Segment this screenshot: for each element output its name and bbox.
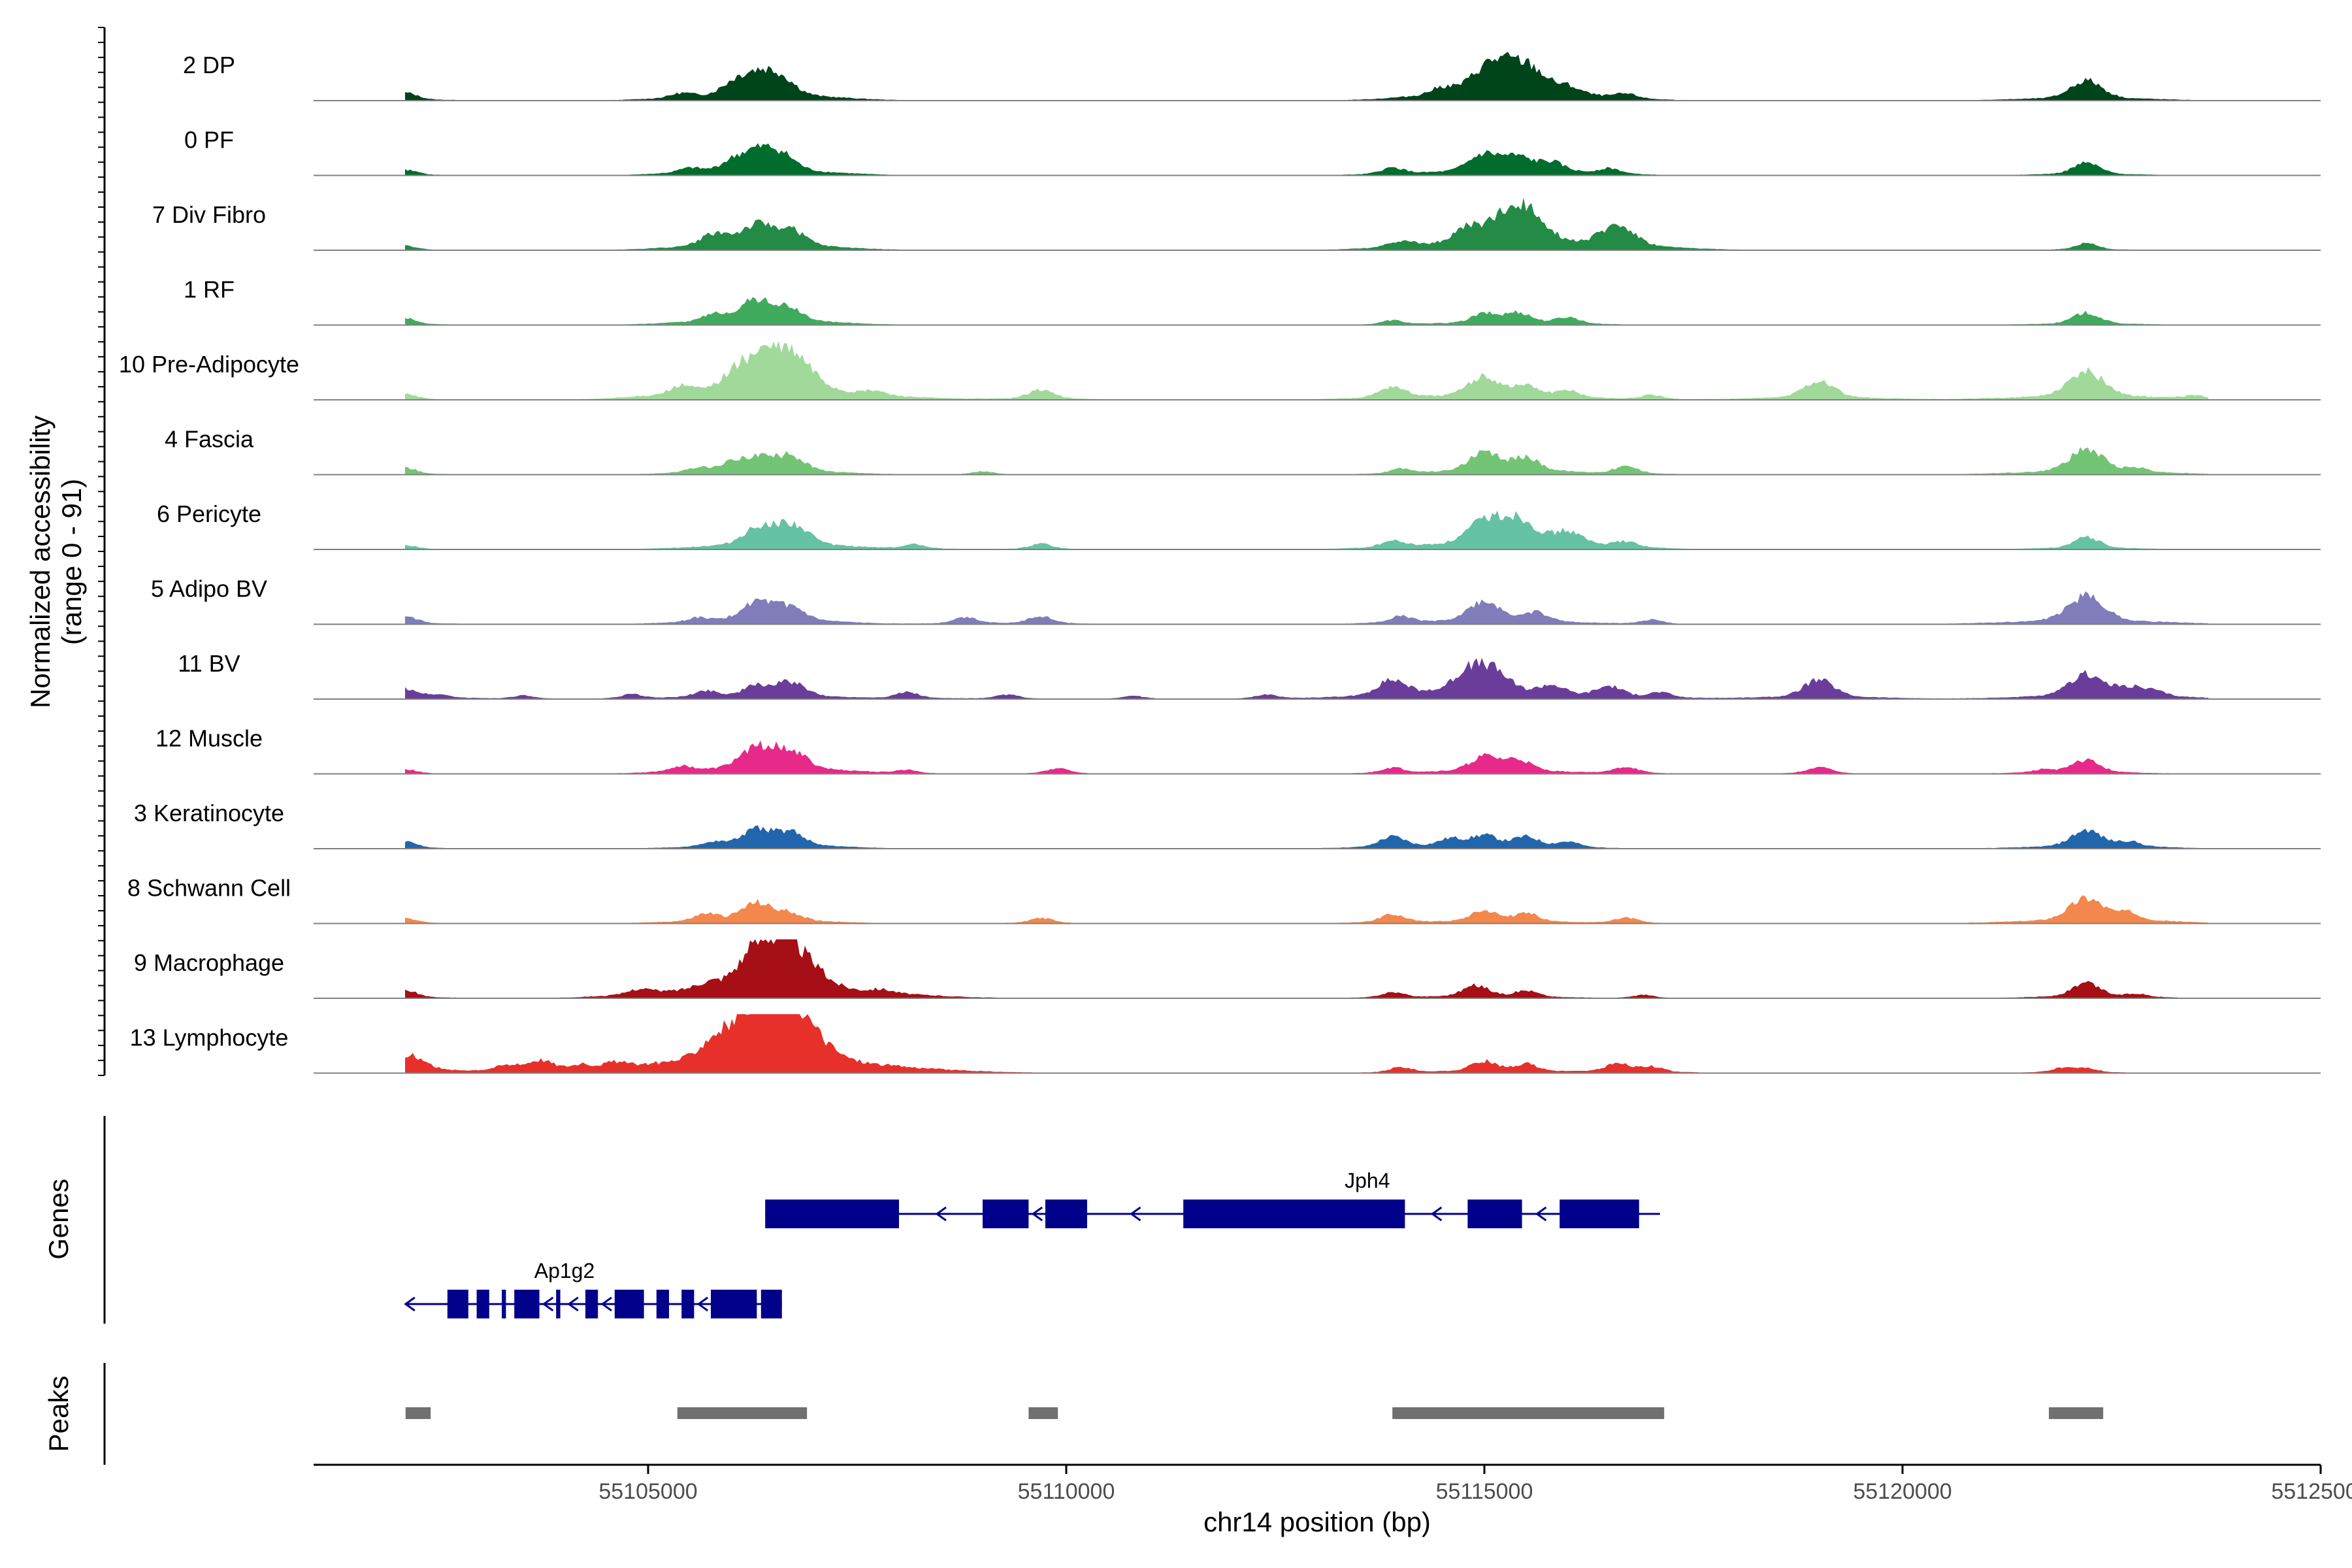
gene-jph4: Jph4 [765,1169,1660,1228]
track-label: 3 Keratinocyte [134,800,284,826]
coverage-area [405,657,2208,699]
track-8: 5 Adipo BV [151,576,2321,625]
x-tick-label: 55120000 [1853,1479,1952,1504]
gene-ap1g2: Ap1g2 [404,1259,782,1318]
track-14: 13 Lymphocyte [130,1014,2321,1074]
gene-exon [1045,1200,1087,1228]
track-label: 6 Pericyte [157,500,261,527]
strand-arrow [1430,1206,1443,1222]
track-label: 8 Schwann Cell [127,875,291,902]
gene-exon [681,1290,694,1318]
coverage-area [405,52,2208,101]
gene-exon [585,1290,598,1318]
coverage-area [405,447,2208,475]
track-6: 4 Fascia [165,426,2321,476]
track-4: 1 RF [184,276,2321,326]
peak-region [405,1407,431,1419]
gene-exon [502,1290,506,1318]
gene-exon [983,1200,1029,1228]
peak-region [1392,1407,1665,1419]
track-label: 2 DP [183,52,235,78]
coverage-area [405,297,2208,325]
track-10: 12 Muscle [155,725,2321,775]
track-7: 6 Pericyte [157,500,2321,550]
coverage-area [405,143,2208,176]
track-label: 5 Adipo BV [151,576,267,602]
coverage-area [405,340,2208,400]
track-12: 8 Schwann Cell [127,875,2321,924]
gene-exon [556,1290,561,1318]
x-tick-label: 55125000 [2271,1479,2352,1504]
gene-exon [1467,1200,1522,1228]
track-1: 2 DP [183,52,2321,101]
track-label: 10 Pre-Adipocyte [119,351,299,378]
y-axis-range-label: (range 0 - 91) [56,479,87,645]
strand-arrow [1535,1206,1547,1222]
strand-arrow [696,1296,709,1312]
track-label: 7 Div Fibro [152,201,266,228]
track-5: 10 Pre-Adipocyte [119,340,2321,400]
coverage-area [405,197,2208,250]
track-label: 9 Macrophage [134,949,284,976]
genes-label: Genes [43,1179,74,1260]
track-9: 11 BV [178,650,2321,700]
coverage-area [405,740,2208,774]
peak-track [405,1407,2104,1419]
peaks-label: Peaks [43,1376,74,1452]
coverage-area [405,895,2208,924]
track-2: 0 PF [184,127,2321,176]
gene-exon [656,1290,669,1318]
y-axis-label: Normalized accessibility [25,416,56,708]
strand-arrow [404,1296,416,1312]
x-axis-label: chr14 position (bp) [1203,1507,1431,1537]
track-11: 3 Keratinocyte [134,800,2321,849]
x-tick-label: 55110000 [1018,1479,1115,1504]
strand-arrow [1031,1206,1043,1222]
gene-exon [1560,1200,1639,1228]
peak-region [677,1407,808,1419]
coverage-area [405,939,2208,998]
gene-exon [1183,1200,1405,1228]
gene-exon [476,1290,489,1318]
gene-exon [760,1290,782,1318]
strand-arrow [1130,1206,1141,1222]
track-label: 1 RF [184,276,235,303]
gene-annotation-track: Jph4 Ap1g2 [404,1169,1660,1318]
peak-region [2049,1407,2104,1419]
y-axis [98,27,106,1076]
track-label: 13 Lymphocyte [130,1024,289,1051]
gene-exon [447,1290,468,1318]
track-3: 7 Div Fibro [152,197,2321,251]
x-tick-label: 55115000 [1436,1479,1533,1504]
gene-label: Jph4 [1345,1169,1390,1192]
track-label: 11 BV [178,650,240,677]
coverage-area [405,1014,2208,1073]
track-13: 9 Macrophage [134,939,2321,999]
track-label: 0 PF [184,127,234,154]
strand-arrow [935,1206,947,1222]
x-axis-ticks: 55105000 55110000 55115000 55120000 55125000 [598,1465,2352,1504]
strand-arrow [600,1296,612,1312]
gene-exon [514,1290,540,1318]
strand-arrow [542,1296,554,1312]
strand-arrow [567,1296,579,1312]
coverage-area [405,591,2208,625]
coverage-area [405,825,2208,849]
peak-region [1028,1407,1058,1419]
gene-exon [765,1200,899,1228]
coverage-tracks: 2 DP 0 PF 7 Div Fibro 1 RF 10 Pre-Adipocyte 4… [119,52,2321,1074]
x-tick-label: 55105000 [598,1479,697,1504]
gene-exon [711,1290,757,1318]
gene-exon [614,1290,644,1318]
track-label: 12 Muscle [155,725,263,752]
gene-label: Ap1g2 [534,1259,595,1282]
coverage-area [405,510,2208,549]
track-label: 4 Fascia [165,426,254,453]
